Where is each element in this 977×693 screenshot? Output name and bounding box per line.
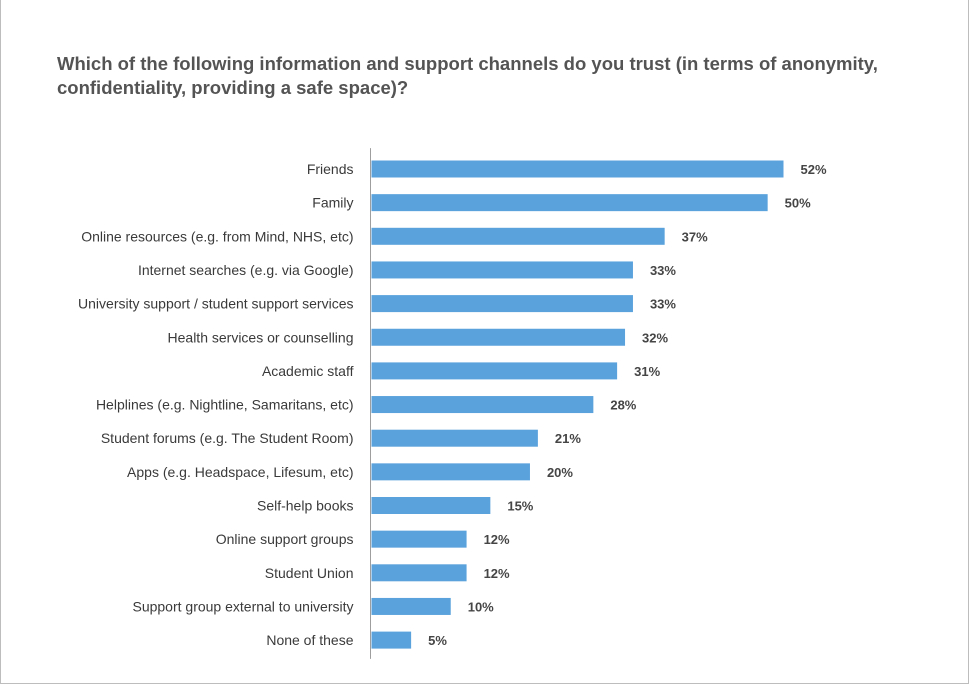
bar bbox=[371, 227, 665, 245]
value-label: 50% bbox=[785, 196, 811, 211]
bar bbox=[371, 564, 467, 582]
value-label: 52% bbox=[801, 162, 827, 177]
bar bbox=[371, 261, 633, 279]
category-label: Online resources (e.g. from Mind, NHS, e… bbox=[81, 228, 353, 244]
category-label: Family bbox=[312, 195, 353, 211]
category-label: Internet searches (e.g. via Google) bbox=[138, 262, 354, 278]
bar bbox=[371, 463, 530, 481]
bar bbox=[371, 530, 467, 548]
value-label: 37% bbox=[682, 229, 708, 244]
value-label: 20% bbox=[547, 465, 573, 480]
value-label: 5% bbox=[428, 633, 447, 648]
category-label: None of these bbox=[266, 632, 353, 648]
category-label: Friends bbox=[307, 161, 354, 177]
category-label: Academic staff bbox=[262, 363, 354, 379]
category-label: Student forums (e.g. The Student Room) bbox=[101, 430, 354, 446]
value-label: 31% bbox=[634, 364, 660, 379]
value-label: 21% bbox=[555, 431, 581, 446]
bar bbox=[371, 497, 491, 514]
bar bbox=[371, 597, 451, 615]
value-label: 28% bbox=[610, 398, 636, 413]
chart-frame bbox=[0, 0, 969, 684]
value-label: 12% bbox=[484, 532, 510, 547]
category-label: Support group external to university bbox=[132, 598, 353, 614]
value-label: 10% bbox=[468, 599, 494, 614]
value-label: 33% bbox=[650, 263, 676, 278]
bar bbox=[371, 396, 594, 414]
category-label: Helplines (e.g. Nightline, Samaritans, e… bbox=[96, 397, 354, 413]
bar bbox=[371, 429, 538, 447]
value-label: 32% bbox=[642, 330, 668, 345]
category-label: University support / student support ser… bbox=[78, 296, 353, 312]
bar bbox=[371, 160, 784, 178]
value-label: 15% bbox=[507, 499, 533, 514]
bar bbox=[371, 194, 768, 212]
category-label: Online support groups bbox=[216, 531, 354, 547]
bar bbox=[371, 328, 626, 346]
category-label: Student Union bbox=[265, 565, 354, 581]
category-label: Self-help books bbox=[257, 498, 354, 514]
bar bbox=[371, 362, 618, 380]
value-label: 33% bbox=[650, 297, 676, 312]
chart-title: Which of the following information and s… bbox=[57, 53, 878, 98]
category-label: Apps (e.g. Headspace, Lifesum, etc) bbox=[127, 464, 353, 480]
bar bbox=[371, 295, 633, 313]
bar bbox=[371, 631, 412, 649]
value-label: 12% bbox=[484, 566, 510, 581]
category-label: Health services or counselling bbox=[168, 329, 354, 345]
